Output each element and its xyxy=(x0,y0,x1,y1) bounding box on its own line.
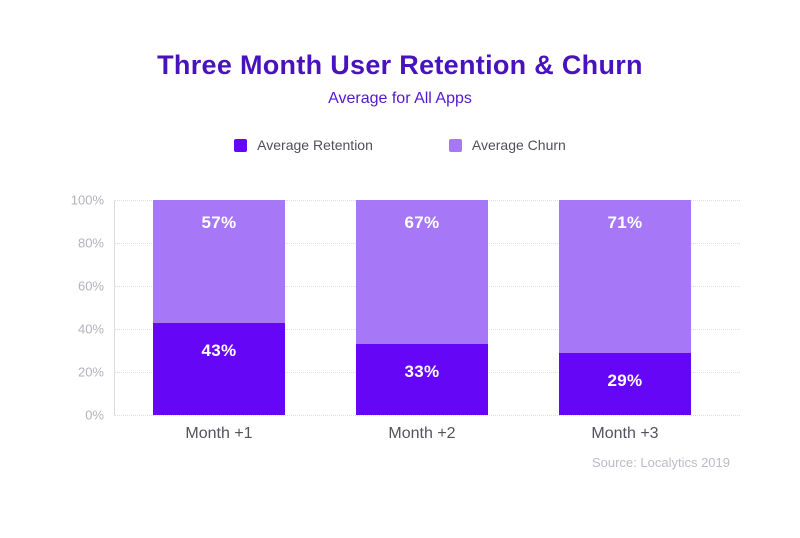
x-label-month-3: Month +3 xyxy=(591,425,659,442)
bars-container: 57% 43% 67% 33% 71% 29% xyxy=(114,200,740,415)
x-label-month-1: Month +1 xyxy=(185,425,253,442)
y-tick-80: 80% xyxy=(77,235,104,251)
source-caption: Source: Localytics 2019 xyxy=(591,455,730,470)
bar-month-1-retention-segment: 43% xyxy=(153,322,285,415)
legend-item-retention: Average Retention xyxy=(234,137,373,153)
bar-month-1-churn-value: 57% xyxy=(201,213,237,232)
bar-month-2-churn-value: 67% xyxy=(404,213,440,232)
bar-month-2-retention-value: 33% xyxy=(404,362,440,382)
bar-month-3-churn-segment: 71% xyxy=(559,200,691,353)
bar-month-3: 71% 29% xyxy=(559,200,691,415)
plot-area: 100% 80% 60% 40% 20% 0% 57% 43% 67% 33% xyxy=(71,193,740,423)
y-tick-60: 60% xyxy=(77,278,104,294)
bar-month-3-retention-value: 29% xyxy=(607,370,643,390)
y-tick-20: 20% xyxy=(77,364,104,380)
chart-subtitle: Average for All Apps xyxy=(328,90,472,107)
bar-month-1-churn-segment: 57% xyxy=(153,200,285,323)
gridline-0 xyxy=(114,415,740,416)
x-axis-labels: Month +1 Month +2 Month +3 xyxy=(153,425,691,443)
bar-month-1: 57% 43% xyxy=(153,200,285,415)
churn-swatch-icon xyxy=(448,138,462,152)
legend-label-retention: Average Retention xyxy=(257,137,373,153)
bar-month-3-retention-segment: 29% xyxy=(559,352,691,415)
bar-month-2: 67% 33% xyxy=(356,200,488,415)
bar-month-2-retention-segment: 33% xyxy=(356,344,488,415)
bar-month-2-churn-segment: 67% xyxy=(356,200,488,345)
legend-label-churn: Average Churn xyxy=(471,137,566,153)
bar-month-3-churn-value: 71% xyxy=(607,213,643,232)
x-label-month-2: Month +2 xyxy=(388,425,456,442)
bar-month-1-retention-value: 43% xyxy=(201,340,237,360)
chart-title: Three Month User Retention & Churn xyxy=(157,50,643,80)
y-tick-100: 100% xyxy=(70,192,104,208)
y-axis-line xyxy=(114,200,115,415)
retention-swatch-icon xyxy=(234,138,248,152)
y-tick-40: 40% xyxy=(77,321,104,337)
legend: Average Retention Average Churn xyxy=(0,137,800,153)
legend-item-churn: Average Churn xyxy=(448,137,566,153)
y-tick-0: 0% xyxy=(85,407,104,423)
